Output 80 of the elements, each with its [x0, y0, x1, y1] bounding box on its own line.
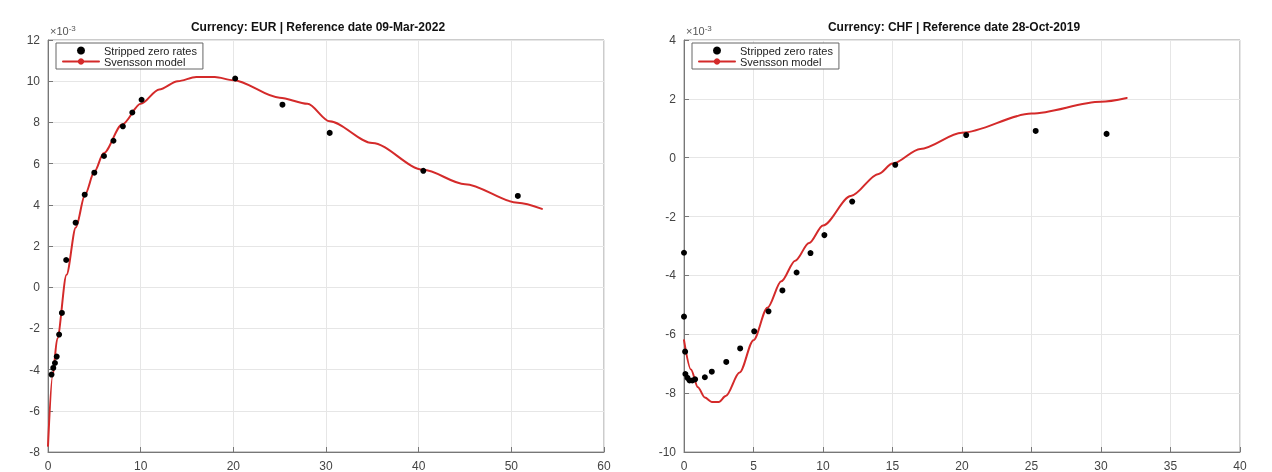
point	[701, 374, 708, 381]
point	[1032, 127, 1039, 134]
y-tick-label: -8	[29, 445, 41, 459]
y-tick-label: 2	[33, 239, 41, 253]
point	[420, 167, 427, 174]
point	[723, 358, 730, 365]
y-tick-label: -6	[29, 403, 41, 418]
point	[63, 257, 70, 264]
x-tick-label: 5	[750, 459, 758, 472]
y-tick-label: -8	[665, 386, 677, 401]
y-tick-label: -10	[658, 445, 677, 459]
point	[681, 249, 687, 256]
y-tick-label: 10	[26, 74, 41, 89]
point	[100, 152, 107, 159]
point	[50, 364, 57, 371]
point	[681, 313, 687, 320]
y-tick-label: -6	[665, 327, 677, 342]
x-tick-label: 10	[816, 459, 830, 472]
point	[48, 371, 55, 378]
legend-label: Stripped zero rates	[740, 44, 834, 57]
point	[72, 219, 79, 226]
point	[138, 96, 145, 103]
point	[110, 137, 117, 144]
point	[821, 232, 828, 239]
point	[81, 191, 88, 198]
point	[1103, 130, 1110, 137]
point	[793, 269, 800, 276]
y-tick-label: 6	[33, 156, 41, 171]
x-tick-label: 40	[411, 459, 426, 472]
point	[751, 328, 758, 335]
x-tick-label: 40	[1233, 459, 1247, 472]
point	[58, 309, 65, 316]
y-tick-label: 4	[33, 197, 41, 212]
x-tick-label: 20	[226, 459, 241, 472]
x-tick-label: 30	[319, 459, 333, 472]
x-tick-label: 0	[44, 459, 52, 472]
x-tick-label: 50	[504, 459, 519, 472]
y-tick-label: -2	[665, 209, 677, 224]
line-series	[683, 96, 1128, 403]
y-tick-label: 8	[33, 115, 41, 130]
point	[56, 331, 63, 338]
point	[737, 345, 744, 352]
x-tick-label: 15	[885, 459, 900, 472]
x-tick-label: 10	[133, 459, 148, 472]
point	[232, 75, 239, 82]
point	[708, 368, 715, 375]
point	[514, 192, 521, 199]
y-tick-label: 12	[26, 33, 41, 47]
point	[119, 123, 126, 130]
y-tick-label: 0	[33, 280, 41, 295]
point	[682, 348, 689, 355]
point	[51, 360, 58, 367]
point	[279, 101, 286, 108]
y-tick-label: 4	[669, 33, 677, 47]
line-series	[47, 76, 543, 447]
legend-label: Svensson model	[740, 55, 822, 68]
point	[53, 353, 60, 360]
y-tick-label: -4	[29, 362, 41, 377]
y-tick-label: 2	[669, 91, 677, 106]
chart-title: Currency: EUR | Reference date 09-Mar-2022	[190, 20, 446, 34]
point	[129, 109, 136, 116]
point	[91, 169, 98, 176]
chart-title: Currency: CHF | Reference date 28-Oct-2019	[827, 20, 1081, 34]
y-tick-label: -2	[29, 321, 41, 336]
y-tick-label: 0	[669, 150, 677, 165]
point	[892, 161, 899, 168]
legend-label: Stripped zero rates	[104, 44, 198, 57]
x-tick-label: 60	[597, 459, 611, 472]
point	[963, 132, 970, 139]
point	[779, 287, 786, 294]
x-tick-label: 25	[1024, 459, 1039, 472]
point	[807, 250, 814, 257]
x-tick-label: 30	[1094, 459, 1108, 472]
point	[326, 129, 333, 136]
legend-label: Svensson model	[104, 55, 186, 68]
y-tick-label: -4	[665, 268, 677, 283]
x-tick-label: 20	[955, 459, 969, 472]
x-tick-label: 0	[680, 459, 688, 472]
x-tick-label: 35	[1163, 459, 1178, 472]
point	[849, 198, 856, 205]
